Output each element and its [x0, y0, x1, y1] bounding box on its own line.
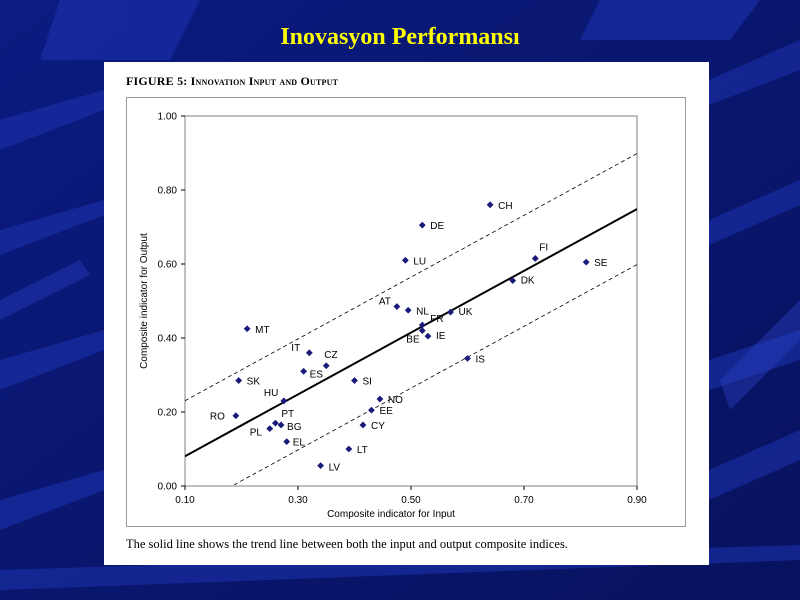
y-tick-label: 0.00 — [158, 482, 178, 493]
data-point-label: BE — [406, 335, 420, 346]
data-point-marker — [345, 445, 353, 453]
x-tick-label: 0.10 — [175, 495, 195, 506]
data-point-marker — [266, 425, 274, 433]
y-tick-label: 0.60 — [158, 260, 178, 271]
data-point-marker — [277, 421, 285, 429]
data-point-label: ES — [310, 369, 324, 380]
figure-heading-prefix: Figure 5: — [126, 74, 188, 88]
figure-heading-main: Innovation Input and Output — [190, 74, 339, 88]
data-point-label: UK — [459, 307, 473, 318]
data-point-label: SI — [363, 377, 372, 388]
x-tick-label: 0.70 — [514, 495, 534, 506]
trend-lines — [185, 153, 637, 486]
data-point-label: SK — [247, 377, 261, 388]
data-point-marker — [232, 412, 240, 420]
data-point-label: IS — [476, 354, 486, 365]
data-point-label: FR — [430, 314, 443, 325]
data-point-marker — [351, 377, 358, 384]
data-point-label: IT — [291, 343, 300, 354]
data-point-marker — [376, 395, 384, 403]
trend-line — [185, 208, 637, 458]
data-point-label: CY — [371, 421, 385, 432]
y-axis-label: Composite indicator for Output — [139, 233, 150, 369]
data-point-label: DK — [521, 276, 535, 287]
data-point-marker — [424, 332, 432, 340]
data-point-marker — [401, 256, 409, 264]
data-point-marker — [283, 438, 291, 445]
data-point-label: EL — [293, 438, 306, 449]
data-point-marker — [243, 325, 251, 333]
x-tick-label: 0.30 — [288, 495, 308, 506]
data-point-label: BG — [287, 422, 302, 433]
y-tick-label: 0.40 — [158, 334, 178, 345]
data-point-marker — [464, 354, 471, 362]
data-point-label: LU — [413, 256, 426, 267]
data-point-marker — [486, 201, 494, 209]
lower-band-line — [231, 264, 637, 486]
figure-caption: The solid line shows the trend line betw… — [126, 537, 568, 551]
data-point-marker — [317, 462, 324, 470]
data-point-marker — [359, 421, 367, 429]
data-point-marker — [418, 321, 426, 329]
scatter-chart: 0.10 0.30 0.50 0.70 0.90 0.00 0.20 0.40 0.60 0.80… — [139, 112, 647, 521]
data-point-marker — [404, 306, 412, 314]
x-tick-label: 0.90 — [627, 495, 647, 506]
slide-title: Inovasyon Performansı — [280, 24, 520, 50]
data-point-label: NL — [416, 306, 429, 317]
y-tick-label: 0.20 — [158, 408, 178, 419]
data-point-label: PL — [250, 428, 263, 439]
data-point-label: FI — [539, 242, 548, 253]
data-point-marker — [447, 308, 454, 316]
data-point-label: CH — [498, 201, 512, 212]
data-point-marker — [280, 397, 288, 405]
data-point-label: SE — [594, 258, 608, 269]
data-point-marker — [368, 406, 375, 414]
y-tick-label: 1.00 — [158, 112, 178, 123]
data-point-marker — [509, 277, 517, 285]
data-point-marker — [393, 303, 401, 310]
data-point-label: RO — [210, 412, 225, 423]
data-point-label: NO — [388, 395, 403, 406]
upper-band-line — [185, 153, 637, 402]
chart-frame: 0.10 0.30 0.50 0.70 0.90 0.00 0.20 0.40 0.60 0.80… — [126, 97, 686, 527]
data-point-marker — [418, 327, 426, 334]
data-point-label: DE — [430, 221, 444, 232]
data-point-marker — [582, 258, 590, 266]
data-point-marker — [418, 221, 426, 229]
x-tick-label: 0.50 — [401, 495, 421, 506]
data-point-marker — [272, 419, 279, 427]
figure-panel: Figure 5: Innovation Input and Output 0.… — [104, 62, 709, 565]
data-point-marker — [235, 377, 243, 384]
data-point-label: LV — [329, 463, 341, 474]
y-tick-label: 0.80 — [158, 186, 178, 197]
figure-heading: Figure 5: Innovation Input and Output — [126, 74, 338, 89]
data-point-label: IE — [436, 331, 446, 342]
data-point-marker — [531, 255, 539, 262]
data-point-marker — [300, 367, 308, 375]
data-point-marker — [322, 362, 330, 370]
data-point-label: HU — [264, 388, 278, 399]
data-point-label: MT — [255, 325, 269, 336]
x-axis-label: Composite indicator for Input — [327, 509, 455, 520]
data-point-label: LT — [357, 445, 368, 456]
data-point-label: PT — [281, 409, 294, 420]
data-point-label: AT — [379, 297, 391, 308]
data-point-marker — [305, 349, 313, 357]
data-point-label: CZ — [324, 350, 337, 361]
data-point-label: EE — [379, 406, 393, 417]
